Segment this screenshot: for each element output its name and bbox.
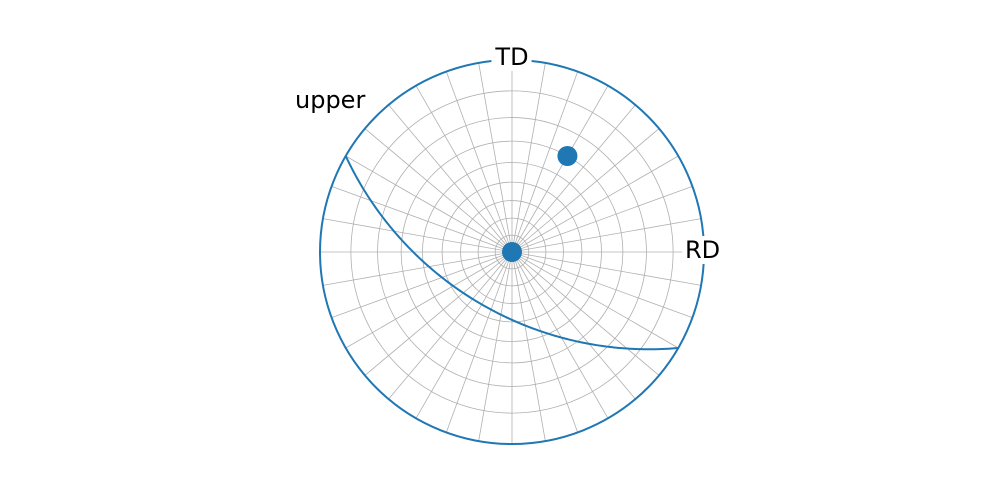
grid-spoke <box>478 62 513 253</box>
grid-spoke <box>511 251 609 419</box>
grid-spoke <box>511 128 660 253</box>
vector-point <box>557 146 578 166</box>
grid-spoke <box>511 62 546 253</box>
grid-spoke <box>511 251 702 286</box>
grid-spoke <box>511 218 702 253</box>
grid-spoke <box>322 251 513 286</box>
grid-spoke <box>478 251 513 442</box>
grid-spoke <box>331 185 513 253</box>
grid-spoke <box>331 251 513 319</box>
grid-spoke <box>364 128 513 253</box>
grid-spoke <box>511 251 660 376</box>
grid-spoke <box>511 251 579 433</box>
grid-spoke <box>511 251 546 442</box>
td-label-bg <box>491 43 532 71</box>
great-circle <box>344 155 679 351</box>
grid-spoke <box>388 104 513 253</box>
grid-spoke <box>345 251 513 349</box>
grid-spoke <box>511 251 693 319</box>
td-label: TD <box>494 43 528 71</box>
vector-point <box>502 242 522 262</box>
grid-spoke <box>415 251 513 419</box>
grid-spoke <box>511 155 679 253</box>
rd-label: RD <box>685 236 720 264</box>
grid-spoke <box>415 85 513 253</box>
grid-spoke <box>511 251 679 349</box>
grid-spoke <box>511 185 693 253</box>
grid-spoke <box>511 251 636 400</box>
grid <box>320 60 704 444</box>
grid-spoke <box>445 251 513 433</box>
rd-label-bg <box>682 236 724 264</box>
grid-spoke <box>445 71 513 253</box>
grid-spoke <box>345 155 513 253</box>
grid-spoke <box>511 85 609 253</box>
grid-spoke <box>388 251 513 400</box>
labels: TD RD upper <box>295 43 724 264</box>
grid-spoke <box>364 251 513 376</box>
grid-spoke <box>511 71 579 253</box>
grid-spoke <box>511 104 636 253</box>
hemisphere-label: upper <box>295 86 365 114</box>
grid-spoke <box>322 218 513 253</box>
